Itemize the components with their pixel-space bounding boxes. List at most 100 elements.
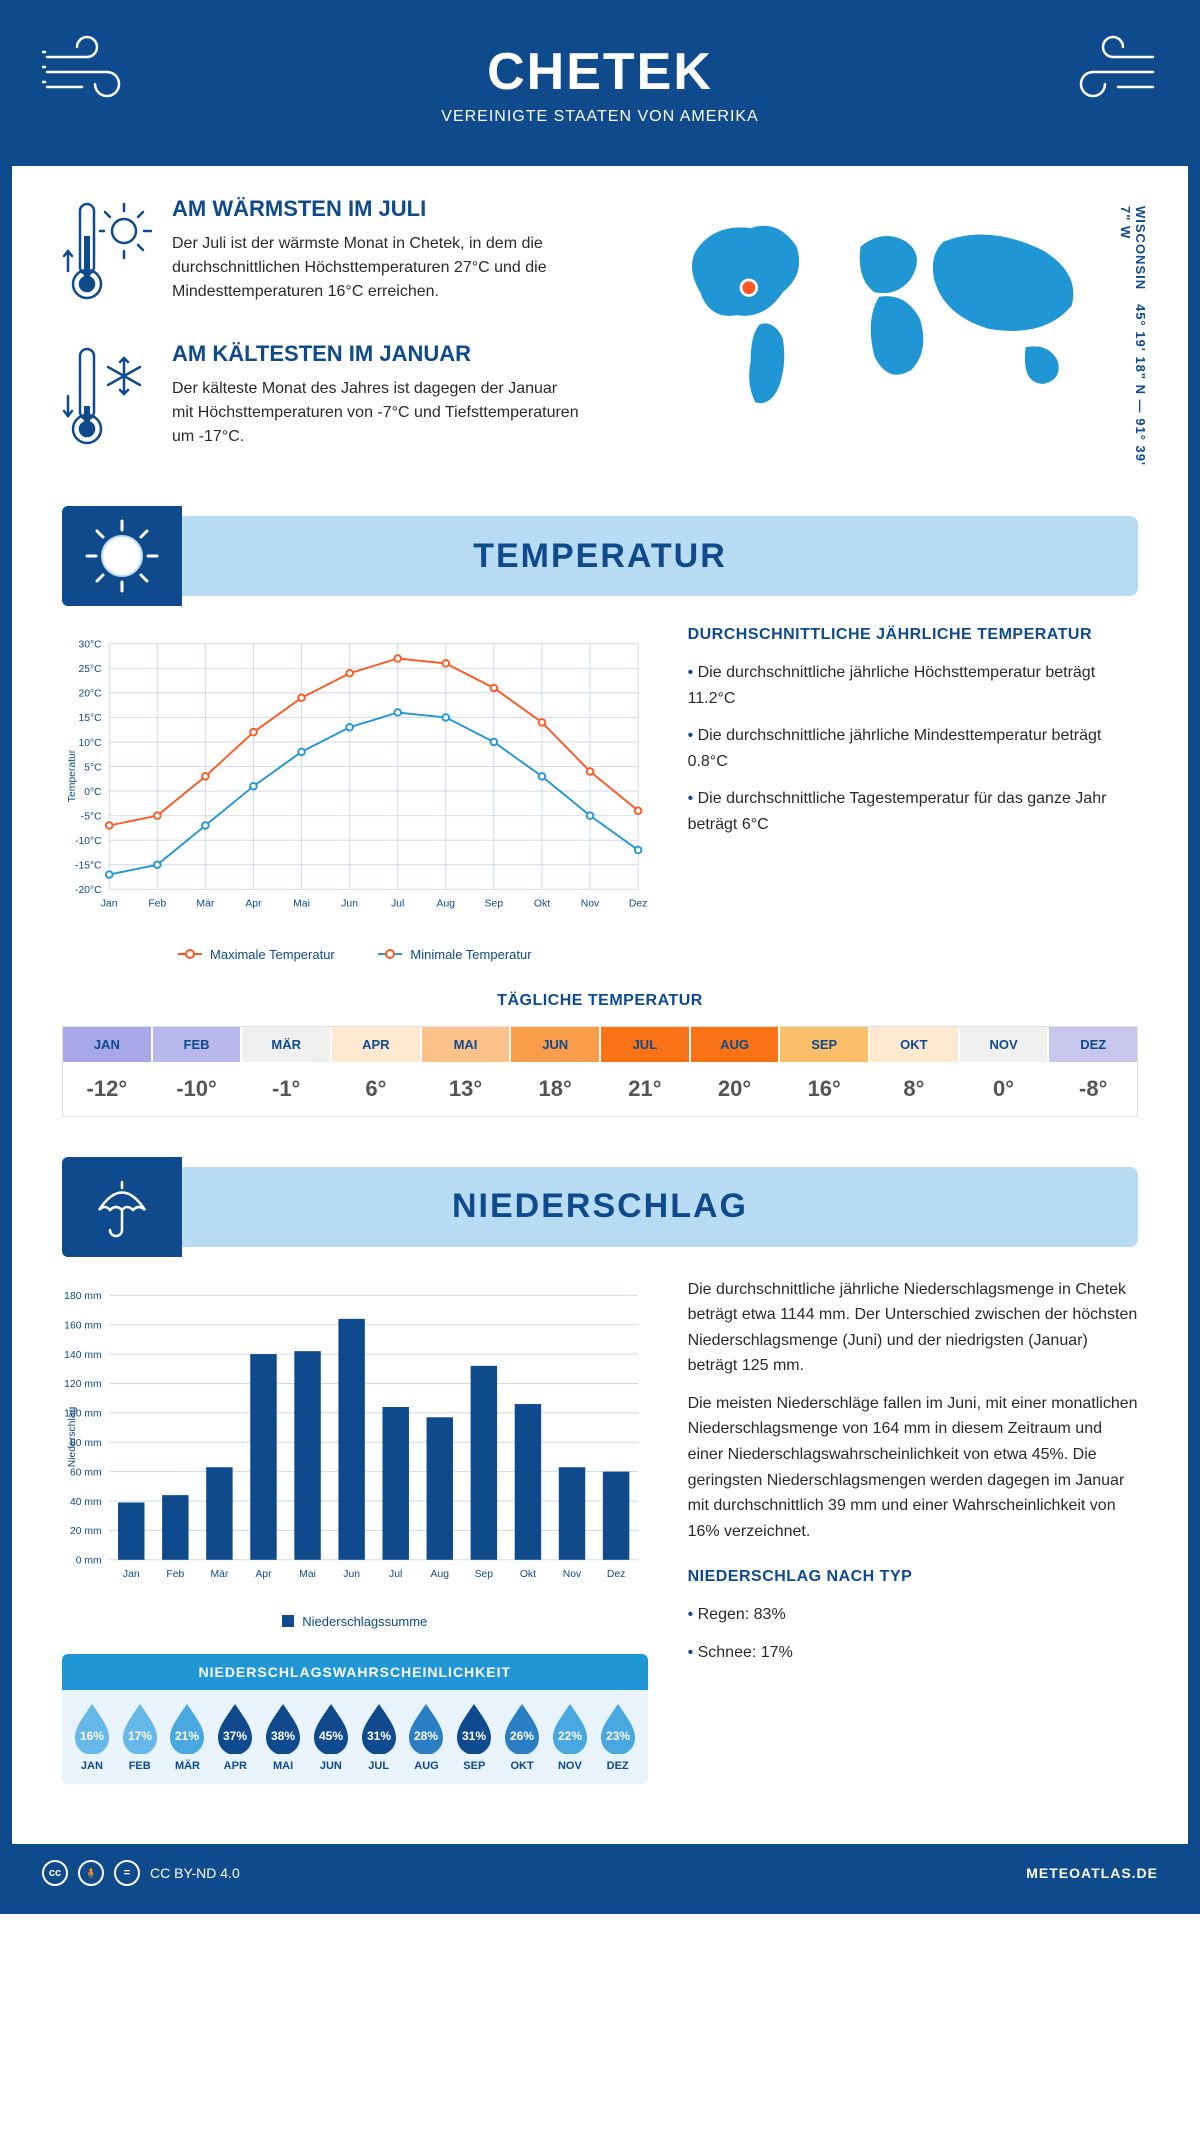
type-bullet: Regen: 83% — [688, 1602, 1138, 1628]
svg-text:20°C: 20°C — [78, 689, 102, 700]
daily-temp-cell: APR6° — [332, 1027, 420, 1116]
fact-text: Der Juli ist der wärmste Monat in Chetek… — [172, 232, 580, 304]
precip-text: Die meisten Niederschläge fallen im Juni… — [688, 1391, 1138, 1545]
fact-title: AM KÄLTESTEN IM JANUAR — [172, 341, 580, 367]
svg-text:Jun: Jun — [343, 1568, 360, 1579]
info-heading: DURCHSCHNITTLICHE JÄHRLICHE TEMPERATUR — [688, 626, 1138, 644]
probability-cell: 21%MÄR — [166, 1702, 210, 1772]
svg-text:Temperatur: Temperatur — [67, 749, 78, 802]
svg-text:17%: 17% — [128, 1729, 152, 1743]
temperature-facts-list: Die durchschnittliche jährliche Höchstte… — [688, 660, 1138, 838]
daily-temp-cell: FEB-10° — [153, 1027, 241, 1116]
svg-text:Jan: Jan — [101, 898, 118, 909]
daily-temp-heading: TÄGLICHE TEMPERATUR — [62, 992, 1138, 1010]
svg-text:45%: 45% — [319, 1729, 343, 1743]
fact-bullet: Die durchschnittliche jährliche Mindestt… — [688, 723, 1138, 774]
svg-text:Feb: Feb — [166, 1568, 184, 1579]
probability-cell: 38%MAI — [261, 1702, 305, 1772]
probability-cell: 26%OKT — [500, 1702, 544, 1772]
svg-text:22%: 22% — [558, 1729, 582, 1743]
header: CHETEK VEREINIGTE STAATEN VON AMERIKA — [12, 12, 1188, 166]
svg-text:Apr: Apr — [255, 1568, 272, 1579]
probability-cell: 16%JAN — [70, 1702, 114, 1772]
svg-text:Mai: Mai — [299, 1568, 316, 1579]
svg-text:-15°C: -15°C — [75, 861, 102, 872]
precip-type-list: Regen: 83% Schnee: 17% — [688, 1602, 1138, 1665]
probability-cell: 17%FEB — [118, 1702, 162, 1772]
type-bullet: Schnee: 17% — [688, 1640, 1138, 1666]
content-area: AM WÄRMSTEN IM JULI Der Juli ist der wär… — [12, 166, 1188, 1844]
city-title: CHETEK — [32, 42, 1168, 102]
svg-text:160 mm: 160 mm — [64, 1320, 101, 1331]
svg-text:0°C: 0°C — [84, 787, 102, 798]
svg-text:0 mm: 0 mm — [76, 1555, 102, 1566]
svg-text:16%: 16% — [80, 1729, 104, 1743]
svg-text:120 mm: 120 mm — [64, 1379, 101, 1390]
by-icon: 🧍 — [78, 1860, 104, 1886]
svg-text:38%: 38% — [271, 1729, 295, 1743]
sun-icon — [62, 506, 182, 606]
svg-text:Mai: Mai — [293, 898, 310, 909]
svg-text:140 mm: 140 mm — [64, 1349, 101, 1360]
svg-text:20 mm: 20 mm — [70, 1526, 102, 1537]
daily-temp-cell: SEP16° — [780, 1027, 868, 1116]
by-type-heading: NIEDERSCHLAG NACH TYP — [688, 1568, 1138, 1586]
intro-section: AM WÄRMSTEN IM JULI Der Juli ist der wär… — [62, 196, 1138, 486]
svg-text:-10°C: -10°C — [75, 836, 102, 847]
svg-text:Mär: Mär — [196, 898, 214, 909]
probability-cell: 28%AUG — [405, 1702, 449, 1772]
svg-text:Sep: Sep — [485, 898, 504, 909]
probability-cell: 31%JUL — [357, 1702, 401, 1772]
svg-text:Nov: Nov — [563, 1568, 582, 1579]
daily-temp-cell: JUL21° — [601, 1027, 689, 1116]
fact-bullet: Die durchschnittliche jährliche Höchstte… — [688, 660, 1138, 711]
svg-text:40 mm: 40 mm — [70, 1496, 102, 1507]
probability-cell: 23%DEZ — [596, 1702, 640, 1772]
svg-text:Okt: Okt — [534, 898, 550, 909]
svg-text:Dez: Dez — [629, 898, 647, 909]
precip-text: Die durchschnittliche jährliche Niedersc… — [688, 1277, 1138, 1379]
svg-text:23%: 23% — [606, 1729, 630, 1743]
world-map — [620, 196, 1138, 416]
wind-icon — [1058, 32, 1158, 112]
svg-text:Niederschlag: Niederschlag — [67, 1406, 78, 1467]
cc-icon: cc — [42, 1860, 68, 1886]
svg-text:30°C: 30°C — [78, 640, 102, 651]
probability-cell: 31%SEP — [452, 1702, 496, 1772]
svg-text:Mär: Mär — [210, 1568, 228, 1579]
section-title: TEMPERATUR — [473, 537, 727, 576]
svg-text:31%: 31% — [462, 1729, 486, 1743]
daily-temperature-grid: JAN-12°FEB-10°MÄR-1°APR6°MAI13°JUN18°JUL… — [62, 1026, 1138, 1117]
daily-temp-cell: MAI13° — [422, 1027, 510, 1116]
infographic-page: CHETEK VEREINIGTE STAATEN VON AMERIKA — [0, 0, 1200, 1914]
license-block: cc 🧍 = CC BY-ND 4.0 — [42, 1860, 240, 1886]
chart-legend: Niederschlagssumme — [62, 1614, 648, 1631]
svg-text:Jul: Jul — [389, 1568, 402, 1579]
svg-text:Sep: Sep — [475, 1568, 494, 1579]
section-title: NIEDERSCHLAG — [452, 1187, 748, 1226]
svg-text:Okt: Okt — [520, 1568, 536, 1579]
probability-heading: NIEDERSCHLAGSWAHRSCHEINLICHKEIT — [62, 1654, 648, 1690]
precipitation-bar-chart: 0 mm20 mm40 mm60 mm80 mm100 mm120 mm140 … — [62, 1277, 648, 1597]
svg-text:Jul: Jul — [391, 898, 404, 909]
wind-icon — [42, 32, 142, 112]
svg-text:15°C: 15°C — [78, 713, 102, 724]
daily-temp-cell: MÄR-1° — [242, 1027, 330, 1116]
temperature-banner: TEMPERATUR — [62, 516, 1138, 596]
daily-temp-cell: NOV0° — [960, 1027, 1048, 1116]
svg-text:28%: 28% — [414, 1729, 438, 1743]
warmest-fact: AM WÄRMSTEN IM JULI Der Juli ist der wär… — [62, 196, 580, 311]
svg-text:60 mm: 60 mm — [70, 1467, 102, 1478]
license-text: CC BY-ND 4.0 — [150, 1865, 240, 1881]
daily-temp-cell: AUG20° — [691, 1027, 779, 1116]
svg-text:Feb: Feb — [148, 898, 166, 909]
fact-text: Der kälteste Monat des Jahres ist dagege… — [172, 377, 580, 449]
svg-text:Apr: Apr — [245, 898, 262, 909]
temperature-line-chart: -20°C-15°C-10°C-5°C0°C5°C10°C15°C20°C25°… — [62, 626, 648, 926]
country-subtitle: VEREINIGTE STAATEN VON AMERIKA — [32, 108, 1168, 126]
svg-text:10°C: 10°C — [78, 738, 102, 749]
svg-text:Dez: Dez — [607, 1568, 625, 1579]
probability-cell: 37%APR — [213, 1702, 257, 1772]
daily-temp-cell: OKT8° — [870, 1027, 958, 1116]
fact-bullet: Die durchschnittliche Tagestemperatur fü… — [688, 786, 1138, 837]
